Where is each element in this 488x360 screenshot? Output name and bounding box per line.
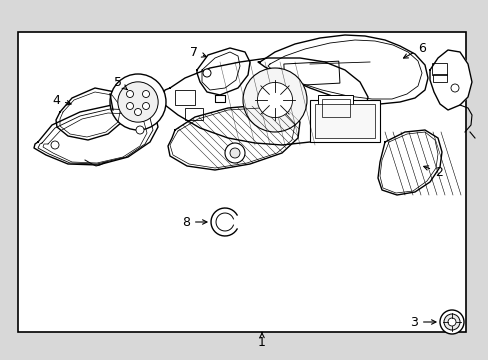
Circle shape [243,68,306,132]
Polygon shape [56,88,125,140]
Circle shape [447,318,455,326]
Circle shape [142,103,149,109]
Polygon shape [34,105,158,165]
Text: 4: 4 [52,94,71,107]
Polygon shape [162,58,367,145]
Text: 5: 5 [114,76,127,90]
Bar [175,90,195,105]
Circle shape [126,90,133,98]
Text: 8: 8 [182,216,206,229]
Circle shape [134,108,141,116]
Circle shape [257,82,292,118]
Polygon shape [429,50,471,110]
Bar [317,95,352,120]
Circle shape [126,103,133,109]
Polygon shape [168,105,299,170]
Text: 2: 2 [423,166,442,179]
Text: 3: 3 [409,315,435,328]
Text: 7: 7 [190,45,206,59]
Bar [431,63,446,75]
Text: 6: 6 [403,41,425,58]
Circle shape [203,69,210,77]
Polygon shape [197,48,249,95]
Polygon shape [377,130,441,195]
Circle shape [443,314,459,330]
Bar [432,74,446,82]
Bar [309,100,379,142]
Text: 1: 1 [258,333,265,348]
Bar [314,104,374,138]
Circle shape [224,143,244,163]
Circle shape [136,126,143,134]
FancyBboxPatch shape [18,32,465,332]
Circle shape [51,141,59,149]
Bar [283,61,339,86]
Bar [321,99,349,117]
Circle shape [142,90,149,98]
Circle shape [118,82,158,122]
Circle shape [229,148,240,158]
Bar [184,108,203,120]
Polygon shape [258,35,427,104]
Circle shape [450,84,458,92]
Circle shape [439,310,463,334]
Polygon shape [211,208,237,236]
Circle shape [110,74,165,130]
